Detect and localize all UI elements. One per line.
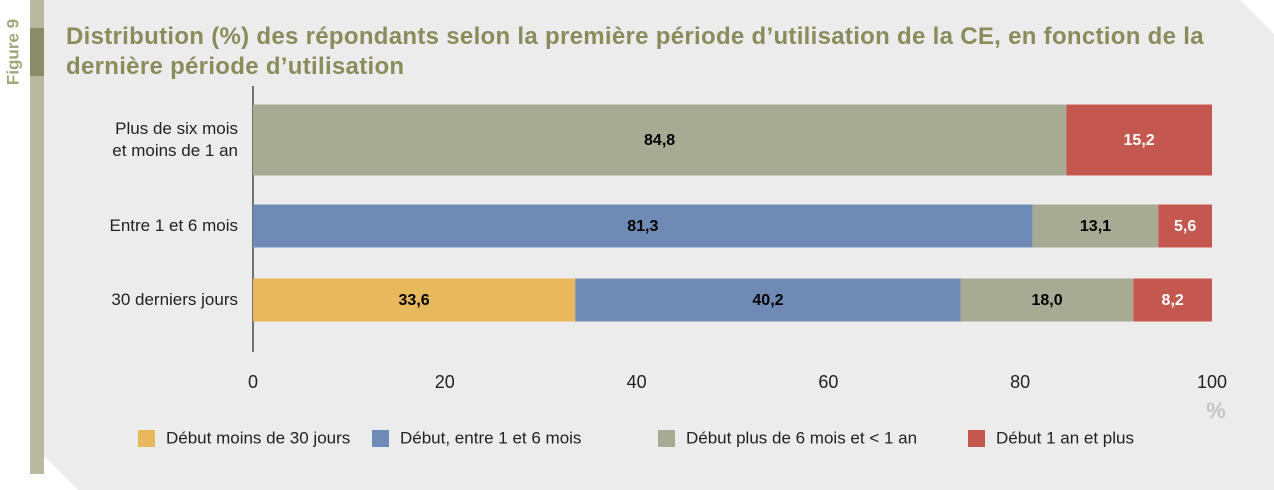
bar-segment — [1032, 204, 1159, 248]
bar-segment — [960, 278, 1134, 322]
value-label: 18,0 — [1031, 292, 1062, 309]
bar-segment — [253, 278, 576, 322]
x-tick-label: 60 — [818, 372, 838, 392]
legend-swatch — [968, 430, 985, 447]
value-label: 84,8 — [644, 132, 675, 149]
figure-label: Figure 9 — [3, 19, 22, 85]
x-tick-label: 80 — [1010, 372, 1030, 392]
side-marker — [30, 28, 44, 76]
value-label: 15,2 — [1124, 132, 1155, 149]
x-tick-label: 100 — [1197, 372, 1227, 392]
value-label: 8,2 — [1162, 292, 1184, 309]
value-label: 33,6 — [399, 292, 430, 309]
legend-label: Début 1 an et plus — [996, 428, 1134, 447]
x-axis-label: % — [1206, 398, 1226, 423]
legend-swatch — [658, 430, 675, 447]
legend-label: Début plus de 6 mois et < 1 an — [686, 428, 917, 447]
bar-segment — [575, 278, 961, 322]
bar-segment — [1158, 204, 1212, 248]
value-label: 81,3 — [627, 218, 658, 235]
y-tick-label: 30 derniers jours — [111, 290, 238, 309]
side-strip — [30, 0, 44, 474]
value-label: 40,2 — [752, 292, 783, 309]
legend-swatch — [138, 430, 155, 447]
bar-segment — [1066, 104, 1212, 176]
chart-title: Distribution (%) des répondants selon la… — [66, 23, 1204, 80]
x-tick-label: 40 — [627, 372, 647, 392]
y-tick-label: Plus de six mois et moins de 1 an — [112, 119, 238, 160]
y-tick-label: Entre 1 et 6 mois — [109, 216, 238, 235]
value-label: 5,6 — [1174, 218, 1196, 235]
legend-swatch — [372, 430, 389, 447]
x-tick-label: 0 — [248, 372, 258, 392]
x-tick-label: 20 — [435, 372, 455, 392]
bar-segment — [1133, 278, 1212, 322]
bar-segment — [253, 104, 1067, 176]
legend-label: Début, entre 1 et 6 mois — [400, 428, 581, 447]
value-label: 13,1 — [1080, 218, 1111, 235]
legend-label: Début moins de 30 jours — [166, 428, 350, 447]
bar-segment — [253, 204, 1033, 248]
